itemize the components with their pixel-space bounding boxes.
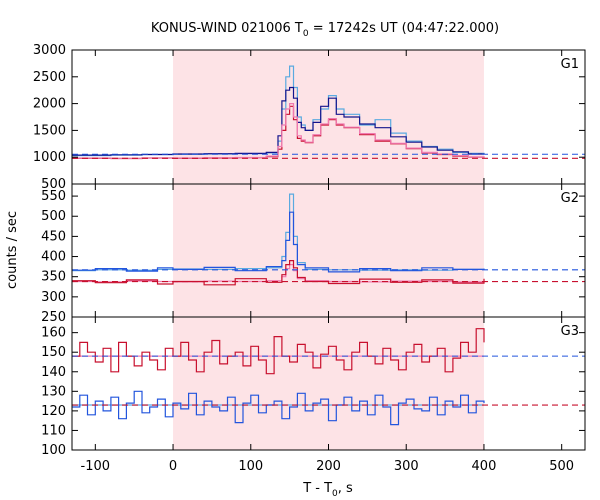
g3-ytick-label: 120: [41, 404, 66, 419]
xtick-label: 100: [238, 459, 263, 474]
xtick-label: 500: [549, 459, 574, 474]
g2-shaded-interval: [173, 184, 484, 317]
g3-series-4: [72, 390, 485, 426]
g3-ytick-label: 160: [41, 326, 66, 341]
g2-series-4: [72, 260, 485, 286]
g2-ytick-label: 500: [41, 209, 66, 224]
g3-ytick-label: 100: [41, 443, 66, 458]
g3-ytick-label: 130: [41, 384, 66, 399]
g2-ytick-label: 250: [41, 310, 66, 325]
g2-ytick-label: 350: [41, 270, 66, 285]
g3-ytick-label: 140: [41, 365, 66, 380]
g1-series-2: [72, 86, 485, 156]
g1-panel-label: G1: [561, 57, 579, 72]
g1-ytick-label: 2000: [33, 97, 66, 112]
g3-panel-label: G3: [561, 324, 579, 339]
x-axis-label: T - T0, s: [302, 481, 353, 499]
g1-ytick-label: 3000: [33, 43, 66, 58]
y-axis-label: counts / sec: [5, 211, 20, 289]
xtick-label: 400: [472, 459, 497, 474]
g1-series-4: [72, 103, 485, 159]
g3-series-2: [72, 328, 485, 375]
g1-ytick-label: 2500: [33, 70, 66, 85]
xtick-label: -100: [81, 459, 111, 474]
g2-panel-label: G2: [561, 191, 579, 206]
xtick-label: 200: [316, 459, 341, 474]
g2-ytick-label: 450: [41, 229, 66, 244]
g1-ytick-label: 500: [41, 177, 66, 192]
g2-ytick-label: 550: [41, 189, 66, 204]
g3-shaded-interval: [173, 317, 484, 450]
g1-ytick-label: 1000: [33, 150, 66, 165]
g2-ytick-label: 400: [41, 250, 66, 265]
chart-title: KONUS-WIND 021006 T0 = 17242s UT (04:47:…: [151, 21, 499, 39]
g1-shaded-interval: [173, 50, 484, 184]
g2-series-2: [72, 211, 485, 273]
g3-ytick-label: 110: [41, 423, 66, 438]
g3-ytick-label: 150: [41, 345, 66, 360]
xtick-label: 0: [169, 459, 177, 474]
xtick-label: 300: [394, 459, 419, 474]
g1-ytick-label: 1500: [33, 123, 66, 138]
g2-ytick-label: 300: [41, 290, 66, 305]
